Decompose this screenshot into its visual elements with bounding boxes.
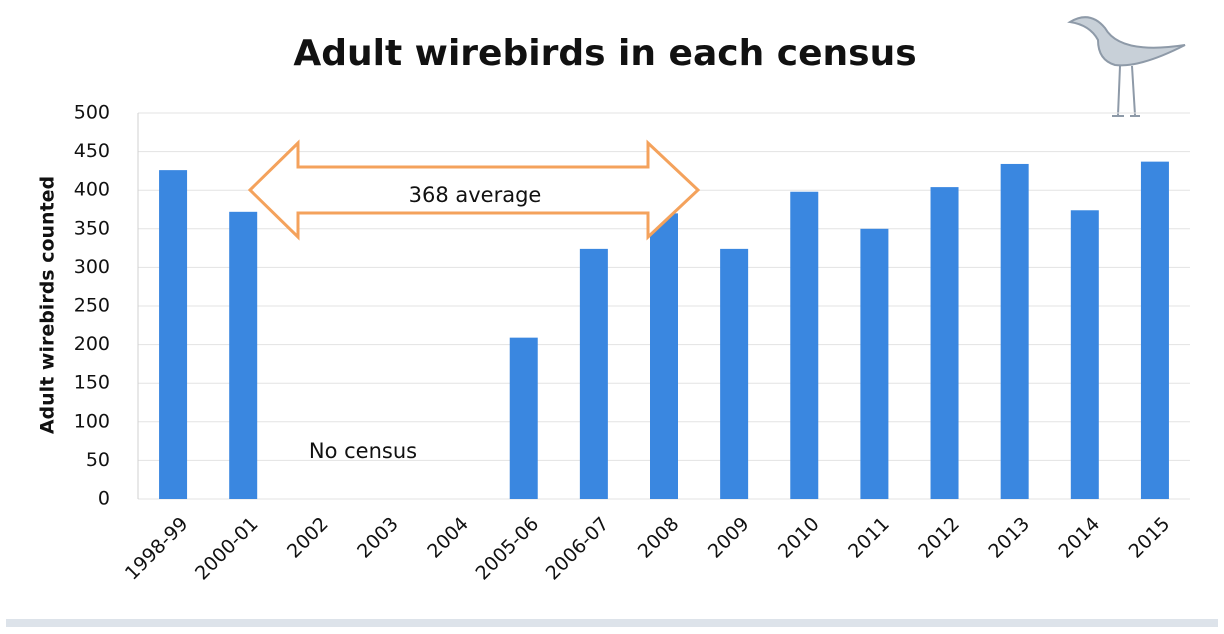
y-tick-label: 50 <box>86 449 110 471</box>
y-axis-title: Adult wirebirds counted <box>37 176 59 434</box>
chart-title: Adult wirebirds in each census <box>293 33 916 74</box>
bar <box>579 248 608 499</box>
bar <box>159 170 188 500</box>
y-tick-label: 350 <box>74 217 110 239</box>
y-tick-label: 300 <box>74 256 110 278</box>
bottom-band <box>6 619 1218 627</box>
y-tick-label: 400 <box>74 179 110 201</box>
y-tick-label: 450 <box>74 140 110 162</box>
bar <box>650 213 678 500</box>
no-census-annotation: No census <box>309 439 417 463</box>
bar <box>1070 210 1099 499</box>
y-tick-label: 0 <box>98 488 110 510</box>
bar <box>930 187 959 499</box>
y-tick-label: 250 <box>74 295 110 317</box>
bar <box>860 228 889 500</box>
bar <box>509 337 538 499</box>
average-annotation: 368 average <box>409 183 542 207</box>
y-tick-label: 200 <box>74 333 110 355</box>
bar <box>1000 163 1029 499</box>
y-tick-label: 500 <box>74 102 110 124</box>
bar <box>790 191 819 499</box>
bar <box>229 211 258 500</box>
bird-icon <box>1067 16 1186 117</box>
bar <box>1140 161 1169 500</box>
y-tick-label: 150 <box>74 372 110 394</box>
y-tick-label: 100 <box>74 410 110 432</box>
average-arrow <box>247 139 701 241</box>
bar <box>720 248 749 499</box>
